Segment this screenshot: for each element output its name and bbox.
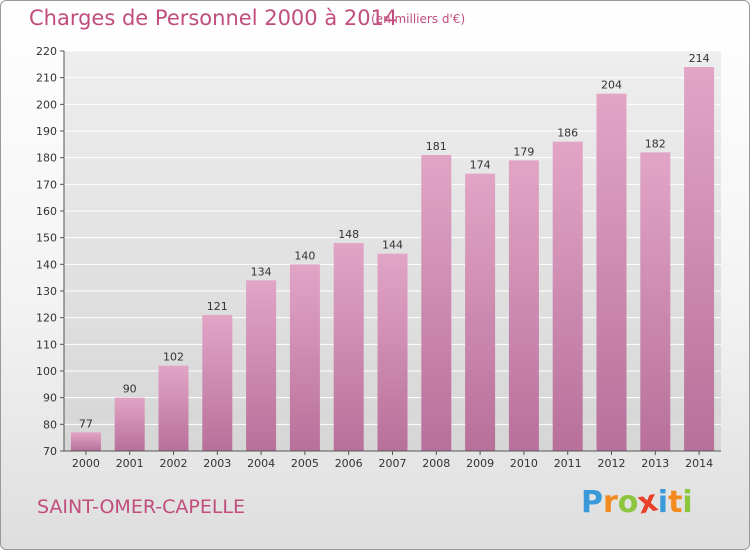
x-tick-label-2014: 2014 [685,457,713,470]
y-tick-label: 180 [36,152,57,165]
data-label-2007: 144 [382,239,403,252]
x-tick-label-2003: 2003 [203,457,231,470]
y-tick-label: 110 [36,338,57,351]
data-label-2001: 90 [123,383,137,396]
data-label-2002: 102 [163,351,184,364]
bar-2000 [70,432,101,451]
x-tick-label-2010: 2010 [510,457,538,470]
logo-letter: r [603,485,618,520]
bar-2010 [508,160,539,452]
data-label-2012: 204 [601,79,622,92]
logo-letter: P [581,485,603,520]
bar-2011 [552,141,583,451]
logo-letter: t [668,485,683,520]
town-name: SAINT-OMER-CAPELLE [37,496,246,518]
chart-title: Charges de Personnel 2000 à 2014 [29,6,398,30]
x-tick-label-2000: 2000 [72,457,100,470]
x-tick-label-2012: 2012 [598,457,626,470]
y-tick-label: 150 [36,232,57,245]
bar-2004 [246,280,277,451]
data-label-2005: 140 [294,249,315,262]
x-tick-label-2005: 2005 [291,457,319,470]
y-tick-label: 70 [43,445,57,458]
y-tick-label: 80 [43,418,57,431]
data-label-2014: 214 [689,52,710,65]
bar-2006 [333,243,364,451]
x-tick-label-2004: 2004 [247,457,275,470]
y-tick-label: 160 [36,205,57,218]
logo-letter: i [657,485,669,520]
proxiti-logo: Proxiti [581,483,693,521]
bar-2014 [684,67,715,451]
x-tick-label-2008: 2008 [422,457,450,470]
data-label-2008: 181 [426,140,447,153]
x-tick-label-2002: 2002 [160,457,188,470]
x-tick-label-2013: 2013 [641,457,669,470]
data-label-2011: 186 [557,127,578,140]
data-label-2013: 182 [645,137,666,150]
y-tick-label: 120 [36,312,57,325]
x-tick-label-2009: 2009 [466,457,494,470]
y-tick-label: 100 [36,365,57,378]
x-tick-label-2006: 2006 [335,457,363,470]
data-label-2003: 121 [207,300,228,313]
bar-2005 [289,264,320,451]
bar-2012 [596,93,627,452]
bar-2007 [377,253,408,451]
y-tick-label: 130 [36,285,57,298]
bar-2008 [421,155,452,451]
y-tick-label: 140 [36,258,57,271]
bar-2003 [202,315,233,451]
logo-letter: i [682,485,693,520]
logo-letter: o [617,485,639,520]
x-tick-label-2007: 2007 [379,457,407,470]
bar-2013 [640,152,671,452]
chart-subtitle: (en milliers d'€) [371,12,466,26]
y-tick-label: 170 [36,178,57,191]
y-tick-label: 90 [43,392,57,405]
bar-2009 [465,173,496,451]
y-tick-label: 190 [36,125,57,138]
bar-2002 [158,365,189,451]
data-label-2010: 179 [513,145,534,158]
y-tick-label: 210 [36,72,57,85]
data-label-2006: 148 [338,228,359,241]
y-tick-label: 220 [36,45,57,58]
x-tick-label-2011: 2011 [554,457,582,470]
data-label-2004: 134 [251,265,272,278]
bar-2001 [114,397,145,451]
y-tick-label: 200 [36,98,57,111]
x-tick-label-2001: 2001 [116,457,144,470]
data-label-2000: 77 [79,417,93,430]
data-label-2009: 174 [470,159,491,172]
